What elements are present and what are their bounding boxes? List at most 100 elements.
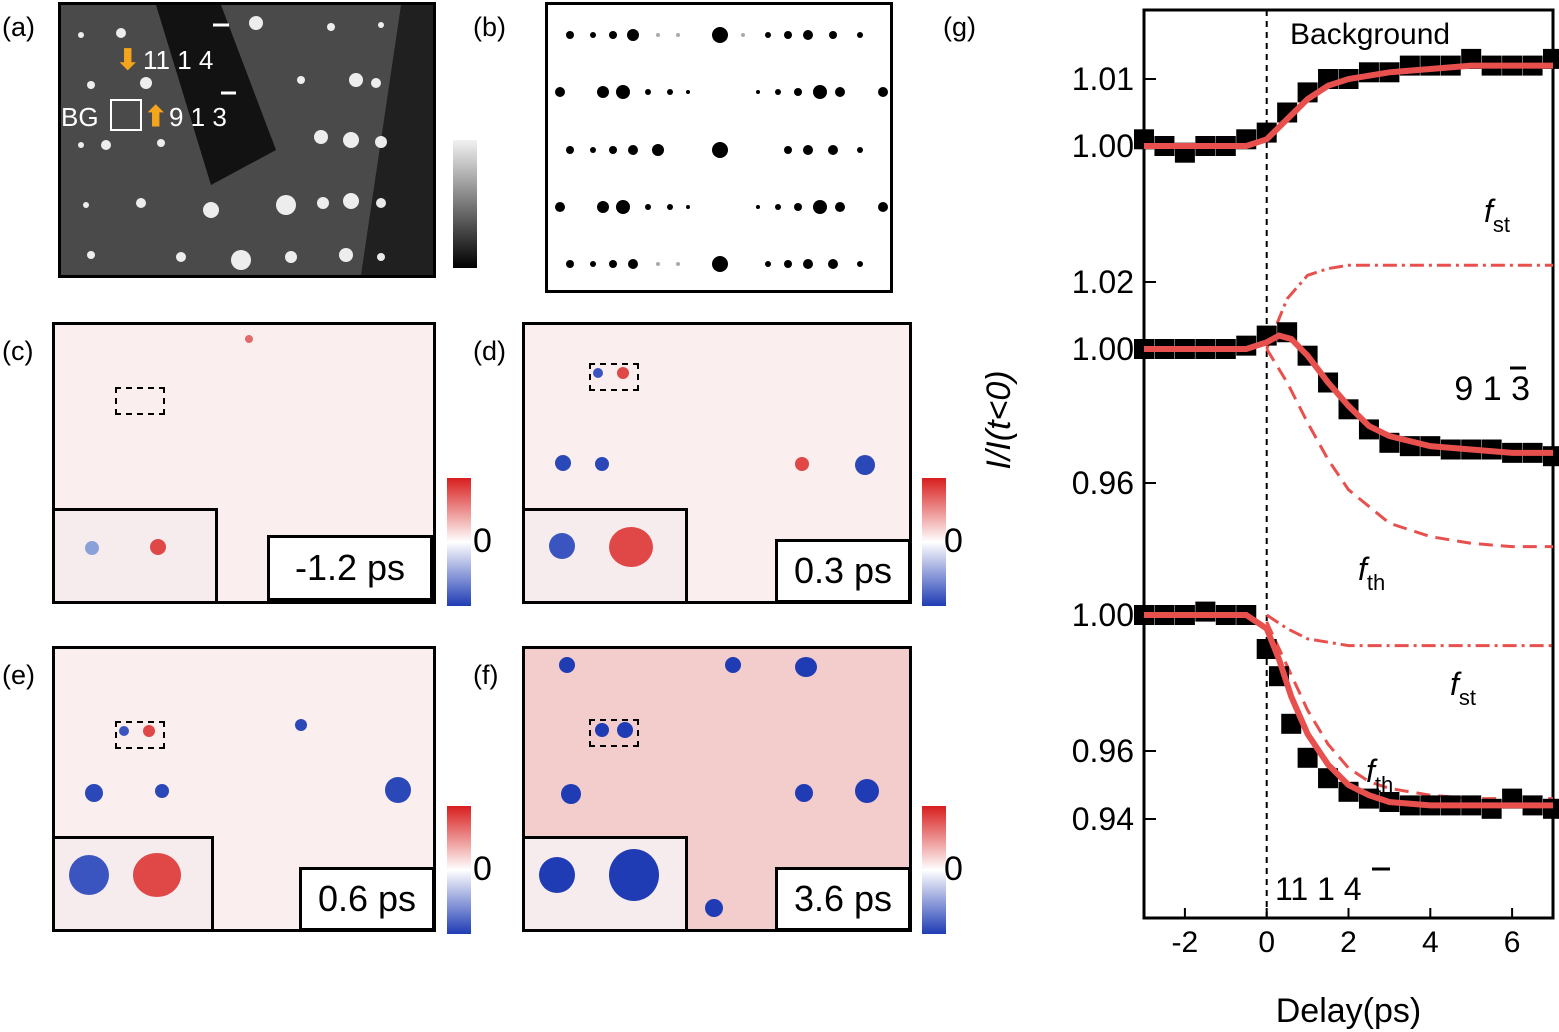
colorbar-zero: 0: [473, 850, 492, 888]
difference-map-e: 0.6 ps: [52, 646, 436, 932]
index-label-11-1-4: 11 1 4: [143, 45, 214, 75]
inset-spot: [609, 527, 653, 567]
fit-line: [1144, 332, 1553, 456]
y-axis-label: I/I(t<0): [980, 370, 1018, 469]
data-point: [1379, 62, 1400, 83]
annotation-11-1-4: 11 1 4: [1275, 871, 1362, 907]
spot: [725, 657, 741, 673]
inset-spot: [69, 855, 109, 895]
data-point: [1154, 605, 1175, 625]
panel-label-b: (b): [473, 12, 506, 42]
data-point: [1440, 795, 1461, 816]
f-th-line: [1265, 348, 1553, 549]
colorbar-zero: 0: [944, 522, 963, 560]
data-point: [1461, 48, 1482, 69]
f-st-label: fst: [1450, 666, 1476, 710]
data-point: [1236, 605, 1257, 625]
panel-label-g: (g): [943, 12, 976, 42]
data-point: [1522, 55, 1543, 76]
f-th-line: [1265, 621, 1553, 801]
data-point: [1281, 713, 1302, 734]
spot: [595, 723, 609, 737]
x-tick-label: -2: [1172, 926, 1199, 959]
data-point: [1358, 788, 1379, 809]
data-point: [1215, 605, 1236, 625]
data-point: [1297, 82, 1318, 103]
inset-spot: [85, 541, 99, 555]
data-point: [1420, 795, 1441, 816]
spot: [855, 455, 875, 475]
plot-frame: [1142, 8, 1555, 920]
data-point: [1379, 792, 1400, 812]
zoom-inset: [525, 508, 688, 601]
data-point: [1195, 601, 1216, 622]
data-point: [1338, 399, 1359, 420]
panel-label-a: (a): [2, 12, 35, 42]
spot: [855, 779, 879, 803]
data-point: [1134, 339, 1154, 359]
data-point: [1358, 62, 1379, 83]
inset-spot: [133, 853, 181, 897]
data-point: [1420, 55, 1441, 76]
diffraction-image: ⬇ 11 1 4 BG ⬆ 9 1 3: [58, 2, 436, 278]
data-point: [1461, 439, 1482, 460]
data-point: [1461, 795, 1482, 816]
data-point: [1502, 788, 1523, 809]
data-point: [1338, 69, 1359, 89]
data-point: [1543, 798, 1559, 819]
x-tick-label: 2: [1340, 926, 1357, 959]
simulated-pattern: [545, 2, 893, 293]
annotation-background: Background: [1290, 18, 1450, 51]
data-point: [1379, 432, 1400, 453]
f-st-line: [1265, 263, 1553, 350]
roi-box: [115, 387, 165, 415]
spot: [85, 784, 103, 802]
spot: [295, 719, 307, 731]
spot: [559, 657, 575, 673]
panel-label-f: (f): [473, 660, 499, 690]
data-point: [1338, 781, 1359, 802]
data-point: [1481, 55, 1502, 76]
time-label: 3.6 ps: [775, 867, 909, 929]
data-point: [1215, 136, 1236, 156]
roi-box: [589, 719, 639, 747]
data-point: [1236, 129, 1257, 150]
data-point: [1399, 55, 1420, 76]
spot: [555, 455, 571, 471]
data-point: [1174, 339, 1195, 359]
spot: [795, 657, 817, 677]
spot: [795, 784, 813, 802]
inset-spot: [150, 539, 166, 555]
data-point: [1134, 129, 1154, 150]
spot: [561, 784, 581, 804]
data-point: [1195, 339, 1216, 359]
data-point: [1215, 339, 1236, 359]
inset-spot: [609, 849, 659, 901]
y-tick-label: 0.96: [1072, 465, 1134, 501]
data-point: [1399, 436, 1420, 457]
difference-map-d: 0.3 ps: [522, 322, 912, 604]
panel-label-c: (c): [2, 336, 34, 366]
spot: [617, 722, 633, 738]
grayscale-colorbar: [453, 140, 477, 268]
zoom-inset: [525, 836, 688, 929]
diff-colorbar: [922, 806, 946, 934]
f-th-label: fth: [1358, 551, 1385, 595]
y-tick-label: 1.00: [1072, 597, 1134, 633]
inset-spot: [539, 857, 575, 893]
panel-label-e: (e): [2, 660, 35, 690]
data-point: [1277, 102, 1298, 123]
spot: [705, 899, 723, 917]
data-point: [1543, 48, 1559, 69]
data-point: [1154, 136, 1175, 156]
spot: [617, 367, 629, 379]
data-point: [1522, 442, 1543, 463]
data-point: [1318, 372, 1339, 393]
data-point: [1502, 55, 1523, 76]
data-point: [1522, 795, 1543, 816]
spot: [385, 777, 411, 803]
f-th-label: fth: [1366, 753, 1393, 797]
y-tick-label: 1.02: [1072, 264, 1134, 300]
simulated-svg: [555, 27, 888, 272]
data-point: [1256, 639, 1277, 659]
